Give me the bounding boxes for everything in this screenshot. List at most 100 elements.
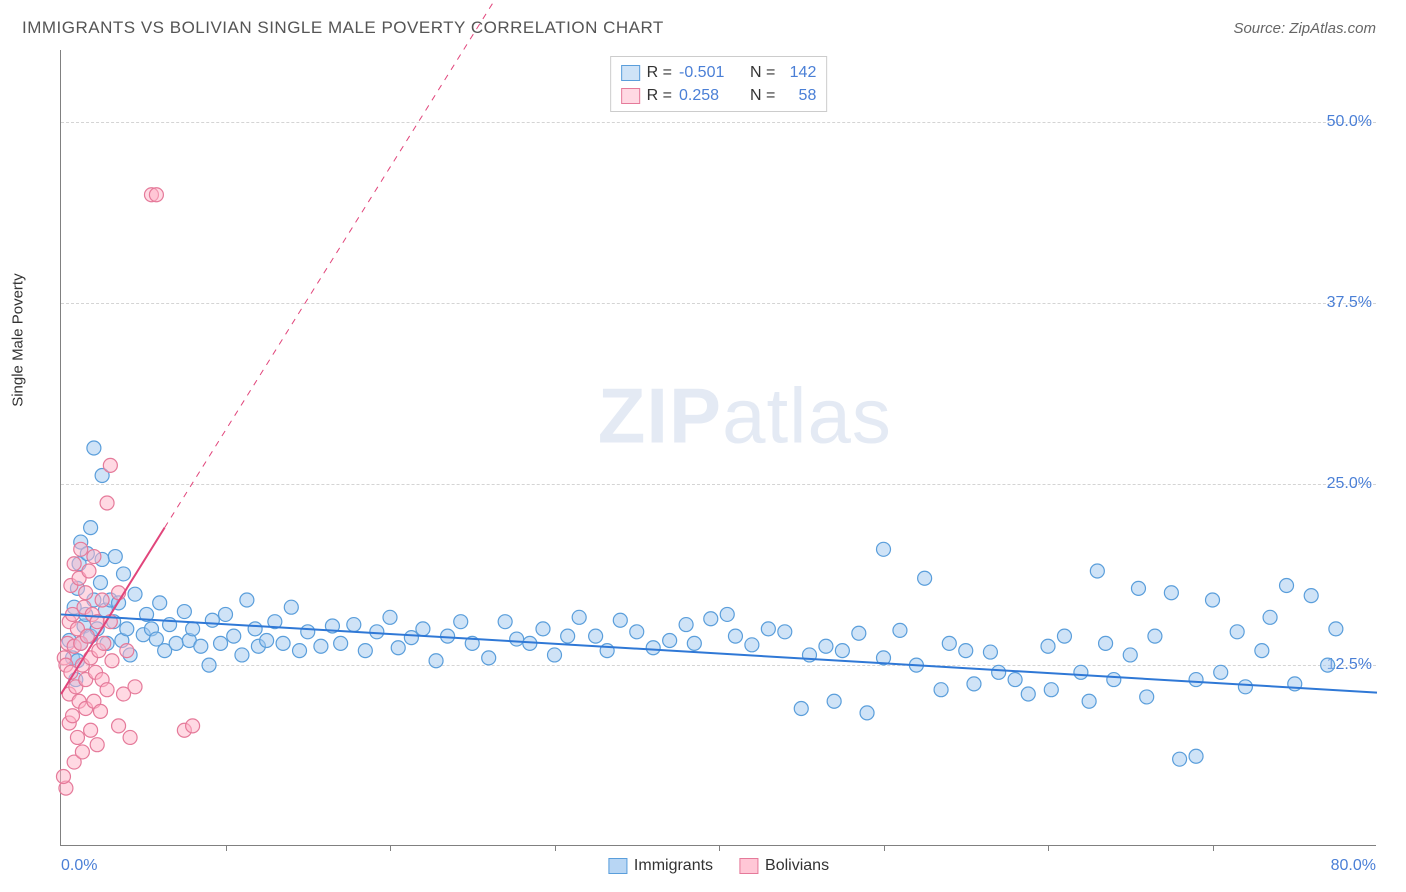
- trend-line: [165, 0, 497, 528]
- data-point: [103, 458, 117, 472]
- data-point: [893, 623, 907, 637]
- data-point: [934, 683, 948, 697]
- data-point: [877, 542, 891, 556]
- data-point: [819, 639, 833, 653]
- data-point: [589, 629, 603, 643]
- data-point: [334, 636, 348, 650]
- data-point: [1206, 593, 1220, 607]
- data-point: [613, 613, 627, 627]
- data-point: [93, 576, 107, 590]
- data-point: [260, 633, 274, 647]
- legend-series-item: Immigrants: [608, 857, 713, 875]
- data-point: [1021, 687, 1035, 701]
- data-point: [630, 625, 644, 639]
- data-point: [240, 593, 254, 607]
- data-point: [87, 441, 101, 455]
- data-point: [314, 639, 328, 653]
- chart-title: IMMIGRANTS VS BOLIVIAN SINGLE MALE POVER…: [22, 18, 664, 38]
- legend-n-value: 142: [782, 61, 816, 84]
- data-point: [646, 641, 660, 655]
- data-point: [149, 188, 163, 202]
- data-point: [1057, 629, 1071, 643]
- data-point: [1329, 622, 1343, 636]
- data-point: [1214, 665, 1228, 679]
- data-point: [1255, 644, 1269, 658]
- data-point: [967, 677, 981, 691]
- data-point: [100, 683, 114, 697]
- data-point: [429, 654, 443, 668]
- data-point: [370, 625, 384, 639]
- data-point: [1321, 658, 1335, 672]
- data-point: [75, 745, 89, 759]
- data-point: [84, 521, 98, 535]
- data-point: [128, 680, 142, 694]
- data-point: [1280, 578, 1294, 592]
- legend-n-label: N =: [750, 84, 775, 107]
- data-point: [1074, 665, 1088, 679]
- data-point: [942, 636, 956, 650]
- data-point: [84, 723, 98, 737]
- data-point: [1044, 683, 1058, 697]
- x-max-label: 80.0%: [1331, 857, 1376, 875]
- y-axis-label: Single Male Poverty: [10, 273, 27, 406]
- legend-swatch: [739, 858, 758, 874]
- data-point: [194, 639, 208, 653]
- legend-stats-row: R =0.258N =58: [621, 84, 817, 107]
- chart-svg: [61, 50, 1377, 846]
- x-min-label: 0.0%: [61, 857, 97, 875]
- data-point: [704, 612, 718, 626]
- data-point: [95, 593, 109, 607]
- data-point: [177, 605, 191, 619]
- data-point: [56, 770, 70, 784]
- chart-container: Single Male Poverty ZIPatlas 12.5%25.0%3…: [22, 50, 1376, 880]
- legend-r-value: -0.501: [679, 61, 737, 84]
- legend-series: Immigrants Bolivians: [608, 857, 829, 875]
- legend-swatch: [608, 858, 627, 874]
- data-point: [108, 550, 122, 564]
- data-point: [728, 629, 742, 643]
- data-point: [219, 607, 233, 621]
- data-point: [1230, 625, 1244, 639]
- data-point: [1082, 694, 1096, 708]
- data-point: [214, 636, 228, 650]
- data-point: [248, 622, 262, 636]
- legend-swatch: [621, 88, 640, 104]
- plot-area: ZIPatlas 12.5%25.0%37.5%50.0%0.0%80.0%R …: [60, 50, 1376, 846]
- data-point: [391, 641, 405, 655]
- data-point: [536, 622, 550, 636]
- legend-n-label: N =: [750, 61, 775, 84]
- data-point: [548, 648, 562, 662]
- legend-series-label: Bolivians: [765, 857, 829, 875]
- data-point: [123, 730, 137, 744]
- data-point: [778, 625, 792, 639]
- data-point: [720, 607, 734, 621]
- data-point: [79, 586, 93, 600]
- data-point: [293, 644, 307, 658]
- legend-r-label: R =: [647, 61, 672, 84]
- data-point: [66, 709, 80, 723]
- data-point: [1164, 586, 1178, 600]
- data-point: [205, 613, 219, 627]
- data-point: [404, 631, 418, 645]
- legend-r-label: R =: [647, 84, 672, 107]
- data-point: [82, 564, 96, 578]
- data-point: [347, 618, 361, 632]
- data-point: [761, 622, 775, 636]
- data-point: [93, 704, 107, 718]
- legend-swatch: [621, 65, 640, 81]
- data-point: [70, 730, 84, 744]
- data-point: [80, 629, 94, 643]
- data-point: [1123, 648, 1137, 662]
- data-point: [74, 542, 88, 556]
- data-point: [1189, 673, 1203, 687]
- data-point: [687, 636, 701, 650]
- data-point: [454, 615, 468, 629]
- data-point: [1238, 680, 1252, 694]
- data-point: [90, 738, 104, 752]
- data-point: [202, 658, 216, 672]
- data-point: [227, 629, 241, 643]
- data-point: [1090, 564, 1104, 578]
- data-point: [416, 622, 430, 636]
- data-point: [663, 633, 677, 647]
- data-point: [510, 632, 524, 646]
